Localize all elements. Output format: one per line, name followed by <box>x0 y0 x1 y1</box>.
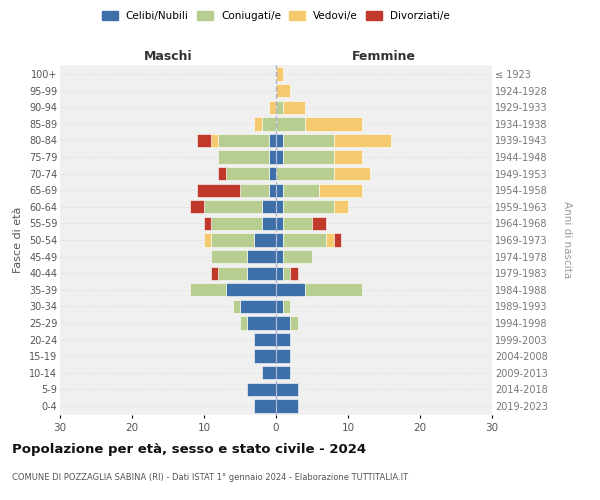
Bar <box>218 167 226 180</box>
Bar <box>334 200 348 213</box>
Bar <box>276 399 298 412</box>
Bar <box>240 300 276 313</box>
Bar <box>226 283 276 296</box>
Bar <box>197 184 240 197</box>
Bar <box>190 200 204 213</box>
Bar <box>240 184 269 197</box>
Bar <box>319 184 362 197</box>
Text: Femmine: Femmine <box>352 50 416 62</box>
Bar <box>190 283 226 296</box>
Bar <box>218 134 269 147</box>
Bar <box>247 266 276 280</box>
Bar <box>283 134 334 147</box>
Bar <box>276 234 283 246</box>
Bar <box>204 234 211 246</box>
Bar <box>283 266 290 280</box>
Bar <box>283 300 290 313</box>
Bar <box>211 266 218 280</box>
Bar <box>312 217 326 230</box>
Legend: Celibi/Nubili, Coniugati/e, Vedovi/e, Divorziati/e: Celibi/Nubili, Coniugati/e, Vedovi/e, Di… <box>99 8 453 24</box>
Bar <box>276 333 290 346</box>
Bar <box>262 200 276 213</box>
Text: Popolazione per età, sesso e stato civile - 2024: Popolazione per età, sesso e stato civil… <box>12 442 366 456</box>
Bar <box>283 150 334 164</box>
Bar <box>276 250 283 263</box>
Bar <box>276 68 283 81</box>
Bar <box>247 250 276 263</box>
Bar <box>334 150 362 164</box>
Bar <box>218 266 247 280</box>
Bar <box>276 366 290 380</box>
Bar <box>240 316 247 330</box>
Bar <box>305 283 362 296</box>
Bar <box>276 217 283 230</box>
Bar <box>283 250 312 263</box>
Bar <box>290 316 298 330</box>
Y-axis label: Fasce di età: Fasce di età <box>13 207 23 273</box>
Bar <box>254 399 276 412</box>
Bar <box>204 217 211 230</box>
Bar <box>276 200 283 213</box>
Bar <box>211 217 262 230</box>
Bar <box>269 167 276 180</box>
Bar <box>334 134 391 147</box>
Bar <box>262 118 276 130</box>
Bar <box>262 366 276 380</box>
Bar <box>233 300 240 313</box>
Bar <box>211 250 247 263</box>
Bar <box>211 134 218 147</box>
Bar <box>334 234 341 246</box>
Bar <box>276 84 290 98</box>
Bar <box>276 184 283 197</box>
Bar <box>254 350 276 362</box>
Bar <box>218 150 269 164</box>
Bar <box>326 234 334 246</box>
Bar <box>334 167 370 180</box>
Bar <box>276 167 334 180</box>
Bar <box>211 234 254 246</box>
Bar <box>269 100 276 114</box>
Bar <box>276 118 305 130</box>
Bar <box>254 234 276 246</box>
Bar <box>276 283 305 296</box>
Bar <box>276 316 290 330</box>
Bar <box>269 184 276 197</box>
Text: Maschi: Maschi <box>143 50 193 62</box>
Bar <box>204 200 262 213</box>
Bar <box>197 134 211 147</box>
Text: COMUNE DI POZZAGLIA SABINA (RI) - Dati ISTAT 1° gennaio 2024 - Elaborazione TUTT: COMUNE DI POZZAGLIA SABINA (RI) - Dati I… <box>12 472 408 482</box>
Bar <box>276 100 283 114</box>
Bar <box>247 382 276 396</box>
Bar <box>283 100 305 114</box>
Bar <box>276 266 283 280</box>
Bar <box>283 217 312 230</box>
Bar <box>254 118 262 130</box>
Bar <box>276 300 283 313</box>
Bar <box>269 134 276 147</box>
Bar <box>254 333 276 346</box>
Bar <box>276 350 290 362</box>
Bar <box>247 316 276 330</box>
Bar <box>283 184 319 197</box>
Y-axis label: Anni di nascita: Anni di nascita <box>562 202 572 278</box>
Bar <box>290 266 298 280</box>
Bar <box>283 234 326 246</box>
Bar <box>276 150 283 164</box>
Bar <box>262 217 276 230</box>
Bar <box>276 134 283 147</box>
Bar <box>276 382 298 396</box>
Bar <box>226 167 269 180</box>
Bar <box>305 118 362 130</box>
Bar <box>269 150 276 164</box>
Bar <box>283 200 334 213</box>
